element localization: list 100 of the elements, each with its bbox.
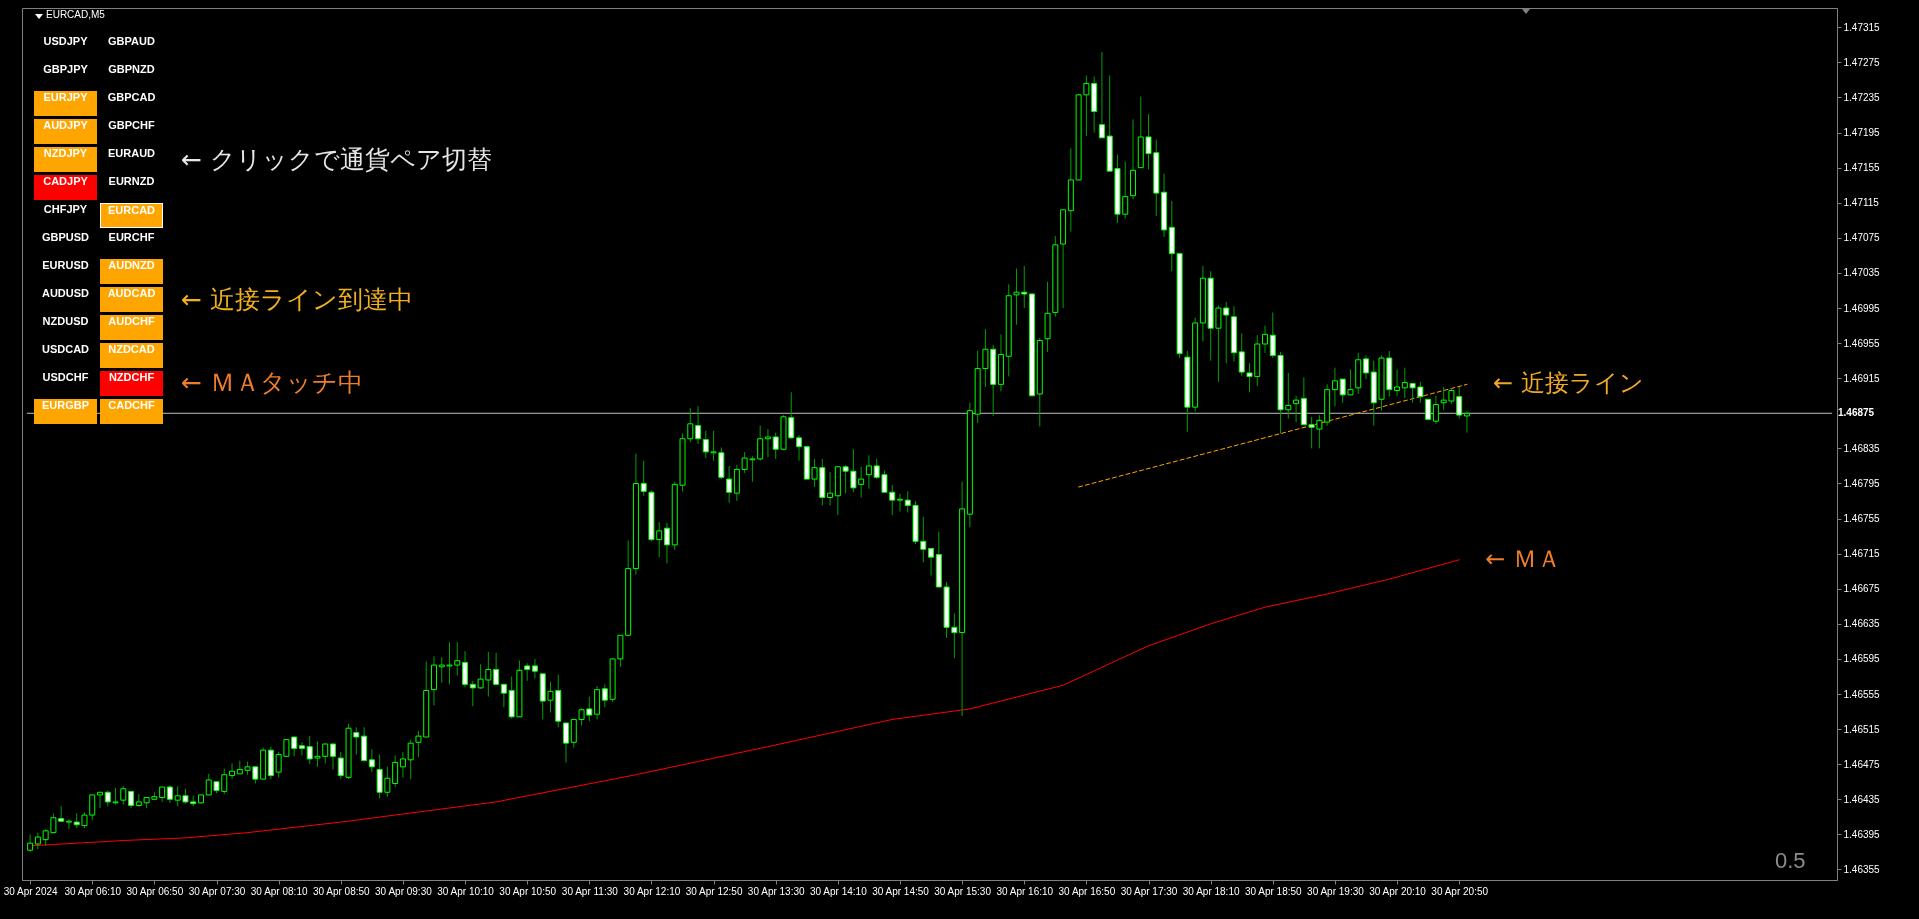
candlestick [1432, 395, 1439, 425]
y-tick-label: 1.46595 [1843, 653, 1881, 665]
x-tick-label: 30 Apr 14:10 [809, 885, 868, 897]
x-tick-label: 30 Apr 20:10 [1369, 885, 1427, 897]
candlestick [1362, 354, 1369, 380]
x-tick-label: 30 Apr 10:10 [437, 885, 495, 897]
y-tick-label: 1.46675 [1843, 583, 1881, 595]
candlestick [563, 722, 570, 763]
x-tick-label: 30 Apr 14:50 [872, 885, 930, 897]
candlestick [97, 791, 104, 809]
y-tick-label: 1.46715 [1843, 548, 1881, 560]
x-tick-label: 30 Apr 19:30 [1307, 885, 1365, 897]
candlestick [493, 652, 500, 686]
x-tick-label: 30 Apr 18:50 [1244, 885, 1303, 897]
y-tick-label: 1.47275 [1843, 56, 1881, 68]
annotation: CADJPY [34, 175, 97, 200]
candlestick [1331, 367, 1338, 407]
candlestick [865, 454, 872, 490]
candlestick [640, 460, 647, 497]
x-tick-label: 30 Apr 09:30 [375, 885, 433, 897]
ref-line-label: 1.46875 [1838, 407, 1875, 419]
annotation: USDCHF [41, 371, 90, 385]
candlestick [368, 748, 375, 773]
y-tick-label: 1.46515 [1843, 723, 1881, 735]
candlestick [928, 547, 935, 577]
x-tick-label: 30 Apr 15:30 [934, 885, 992, 897]
annotation: NZDCHF [100, 371, 163, 396]
candlestick [663, 522, 670, 564]
y-tick-label: 1.47115 [1843, 197, 1880, 209]
candlestick [1262, 325, 1269, 354]
annotation: GBPNZD [107, 63, 156, 77]
candlestick [796, 434, 803, 462]
y-tick-label: 1.46915 [1843, 372, 1881, 384]
candlestick [1098, 51, 1105, 139]
annotation: GBPCHF [107, 119, 156, 133]
y-tick-label: 1.47235 [1843, 91, 1881, 103]
annotation: EURGBP [34, 399, 97, 424]
y-tick-label: 1.46435 [1843, 793, 1881, 805]
candlestick [65, 818, 72, 830]
candlestick [229, 762, 236, 780]
candlestick [764, 428, 771, 458]
annotation: GBPCAD [106, 91, 157, 105]
annotation: ← ＭＡ [1485, 544, 1561, 573]
y-tick-label: 1.47195 [1843, 127, 1881, 139]
x-tick-label: 30 Apr 10:50 [499, 885, 557, 897]
x-tick-label: 30 Apr 16:10 [996, 885, 1054, 897]
x-tick-label: 30 Apr 18:10 [1182, 885, 1240, 897]
annotation: GBPJPY [42, 63, 89, 77]
y-tick-label: 1.46395 [1843, 828, 1881, 840]
annotation: EURUSD [41, 259, 90, 273]
annotation: GBPUSD [40, 231, 91, 245]
annotation: NZDCAD [100, 343, 163, 368]
y-tick-label: 1.46835 [1843, 442, 1881, 454]
candlestick [120, 785, 127, 806]
y-tick-label: 1.46475 [1843, 758, 1881, 770]
y-tick-label: 1.47075 [1843, 232, 1881, 244]
x-tick-label: 30 Apr 06:10 [64, 885, 122, 897]
candlestick [896, 493, 903, 513]
y-tick-label: 1.46635 [1843, 618, 1881, 630]
candlestick [827, 471, 834, 506]
x-tick-label: 30 Apr 13:30 [747, 885, 806, 897]
annotation: EURJPY [34, 91, 97, 116]
y-tick-label: 1.46355 [1843, 863, 1881, 875]
y-tick-label: 1.46555 [1843, 688, 1881, 700]
annotation: GBPAUD [107, 35, 156, 49]
x-tick-label: 30 Apr 16:50 [1058, 885, 1116, 897]
x-tick-label: 30 Apr 11:30 [561, 885, 619, 897]
x-tick-label: 30 Apr 20:50 [1431, 885, 1489, 897]
annotation: ← クリックで通貨ペア切替 [181, 145, 492, 175]
annotation: EURAUD [106, 147, 157, 161]
candlestick [1463, 411, 1470, 434]
annotation: ← ＭＡタッチ中 [181, 368, 363, 398]
candlestick [1394, 368, 1401, 397]
y-tick-label: 1.47315 [1843, 21, 1881, 33]
annotation: AUDCHF [100, 315, 163, 340]
x-tick-label: 30 Apr 08:50 [312, 885, 371, 897]
candlestick [1293, 395, 1300, 423]
y-tick-label: 1.46955 [1843, 337, 1881, 349]
annotation: ← 近接ライン [1492, 369, 1644, 398]
annotation: 0.5 [1775, 848, 1806, 874]
annotation: AUDCAD [100, 287, 163, 312]
y-tick-label: 1.47035 [1843, 267, 1881, 279]
annotation: EURNZD [107, 175, 156, 189]
x-tick-label: 30 Apr 07:30 [188, 885, 246, 897]
candlestick [27, 833, 34, 853]
candlestick [399, 751, 406, 778]
candlestick [695, 405, 702, 445]
x-tick-label: 30 Apr 17:30 [1120, 885, 1178, 897]
candlestick [531, 658, 538, 679]
y-tick-label: 1.46795 [1843, 477, 1881, 489]
annotation: CADCHF [100, 399, 163, 424]
x-tick-label: 30 Apr 12:10 [623, 885, 681, 897]
annotation: EURCAD [100, 203, 163, 228]
x-tick-label: 30 Apr 06:50 [126, 885, 184, 897]
candlestick [733, 464, 740, 502]
annotation: NZDJPY [34, 147, 97, 172]
annotation: NZDUSD [41, 315, 90, 329]
candlestick [462, 650, 469, 688]
annotation: AUDJPY [34, 119, 97, 144]
annotation: USDJPY [42, 35, 89, 49]
